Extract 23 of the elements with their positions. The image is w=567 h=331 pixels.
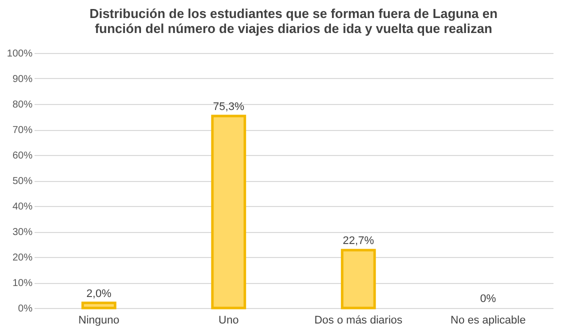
- x-tick-label: Dos o más diarios: [314, 314, 403, 326]
- bar: [211, 114, 246, 310]
- x-tick-label: Uno: [218, 314, 239, 326]
- y-tick-label: 50%: [12, 176, 33, 187]
- y-tick-label: 20%: [12, 252, 33, 264]
- y-tick-label: 80%: [12, 100, 33, 110]
- y-tick-label: 100%: [6, 48, 33, 60]
- x-tick-label: No es aplicable: [450, 314, 526, 326]
- y-tick-label: 70%: [12, 125, 33, 136]
- y-tick-label: 90%: [12, 74, 33, 85]
- y-tick-label: 30%: [12, 227, 33, 238]
- y-tick-label: 0%: [18, 304, 33, 314]
- bar: [340, 248, 376, 310]
- data-label: 2,0%: [86, 288, 112, 300]
- data-label: 75,3%: [213, 100, 244, 113]
- data-label: 0%: [480, 293, 496, 305]
- y-tick-label: 10%: [12, 278, 33, 289]
- x-tick-label: Ninguno: [78, 314, 120, 326]
- chart-title: Distribución de los estudiantes que se forman fuera de Laguna en función del número de viajes diarios de ida y vuelta que realizan: [89, 6, 498, 36]
- data-label: 22,7%: [342, 235, 374, 248]
- y-tick-label: 40%: [12, 202, 33, 212]
- y-tick-label: 60%: [12, 150, 33, 162]
- bar: [81, 302, 116, 310]
